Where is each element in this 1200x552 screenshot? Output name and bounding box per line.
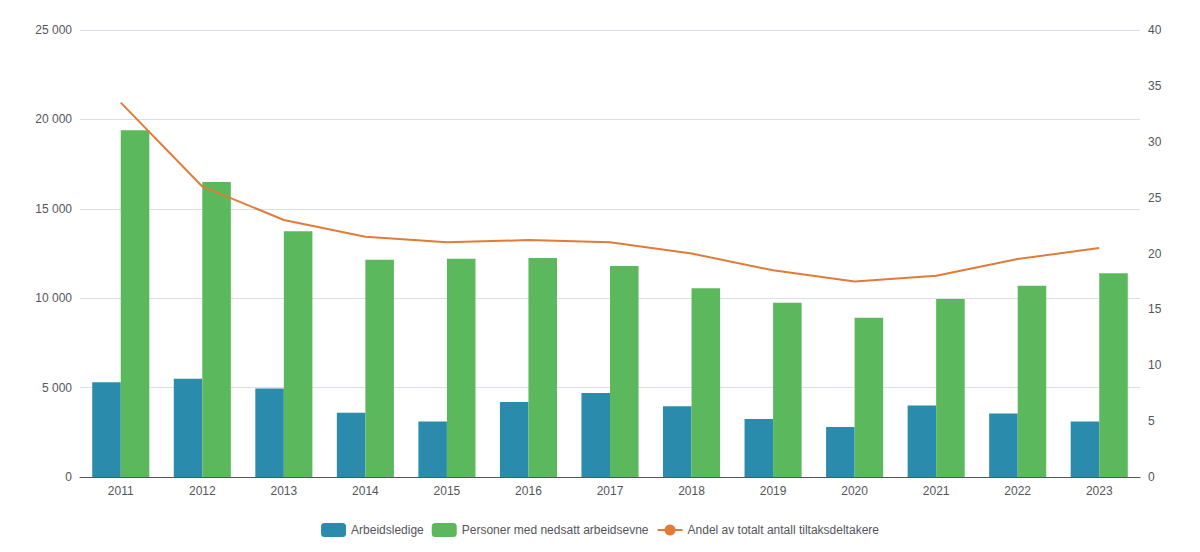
- svg-text:2014: 2014: [352, 484, 379, 498]
- svg-text:20 000: 20 000: [35, 112, 72, 126]
- svg-text:2016: 2016: [515, 484, 542, 498]
- svg-text:15: 15: [1148, 302, 1162, 316]
- svg-text:0: 0: [1148, 470, 1155, 484]
- svg-text:2012: 2012: [189, 484, 216, 498]
- svg-text:Andel av totalt antall tiltaks: Andel av totalt antall tiltaksdeltakere: [688, 523, 880, 537]
- svg-text:2022: 2022: [1004, 484, 1031, 498]
- svg-text:15 000: 15 000: [35, 202, 72, 216]
- svg-text:2017: 2017: [597, 484, 624, 498]
- svg-text:10 000: 10 000: [35, 291, 72, 305]
- svg-text:2019: 2019: [760, 484, 787, 498]
- svg-text:2011: 2011: [108, 484, 134, 498]
- svg-text:25: 25: [1148, 191, 1162, 205]
- svg-text:0: 0: [65, 470, 72, 484]
- svg-text:25 000: 25 000: [35, 23, 72, 37]
- svg-text:20: 20: [1148, 247, 1162, 261]
- svg-text:Personer med nedsatt arbeidsev: Personer med nedsatt arbeidsevne: [462, 523, 649, 537]
- svg-text:40: 40: [1148, 23, 1162, 37]
- svg-text:Arbeidsledige: Arbeidsledige: [351, 523, 424, 537]
- svg-text:2021: 2021: [923, 484, 950, 498]
- svg-text:10: 10: [1148, 358, 1162, 372]
- svg-text:2018: 2018: [678, 484, 705, 498]
- svg-text:35: 35: [1148, 79, 1162, 93]
- svg-text:2020: 2020: [841, 484, 868, 498]
- svg-text:2013: 2013: [270, 484, 297, 498]
- svg-text:5: 5: [1148, 414, 1155, 428]
- svg-text:2023: 2023: [1086, 484, 1113, 498]
- svg-text:5 000: 5 000: [42, 381, 72, 395]
- svg-text:2015: 2015: [434, 484, 461, 498]
- svg-text:30: 30: [1148, 135, 1162, 149]
